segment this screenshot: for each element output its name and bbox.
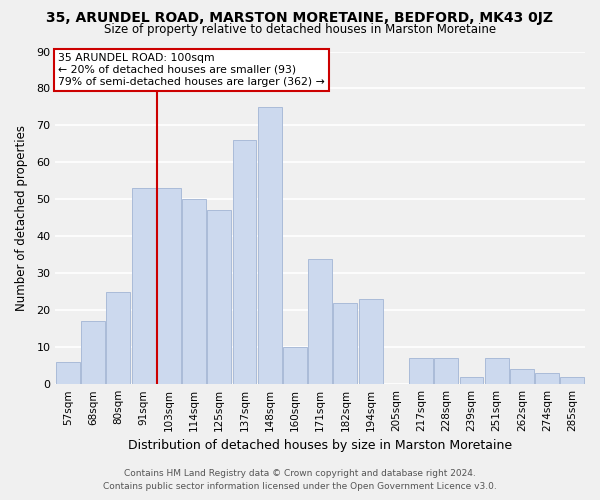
Y-axis label: Number of detached properties: Number of detached properties — [15, 125, 28, 311]
Bar — [81, 322, 105, 384]
Text: Contains HM Land Registry data © Crown copyright and database right 2024.
Contai: Contains HM Land Registry data © Crown c… — [103, 470, 497, 491]
Text: 35, ARUNDEL ROAD, MARSTON MORETAINE, BEDFORD, MK43 0JZ: 35, ARUNDEL ROAD, MARSTON MORETAINE, BED… — [47, 11, 554, 25]
Bar — [207, 210, 231, 384]
Bar — [409, 358, 433, 384]
Bar — [56, 362, 80, 384]
Bar — [535, 373, 559, 384]
Bar — [106, 292, 130, 384]
Text: Size of property relative to detached houses in Marston Moretaine: Size of property relative to detached ho… — [104, 24, 496, 36]
Bar — [308, 258, 332, 384]
Bar — [510, 370, 534, 384]
Bar — [460, 377, 484, 384]
X-axis label: Distribution of detached houses by size in Marston Moretaine: Distribution of detached houses by size … — [128, 440, 512, 452]
Bar — [283, 347, 307, 384]
Bar — [434, 358, 458, 384]
Bar — [131, 188, 155, 384]
Bar — [233, 140, 256, 384]
Bar — [359, 299, 383, 384]
Bar — [334, 303, 358, 384]
Bar — [157, 188, 181, 384]
Bar — [485, 358, 509, 384]
Bar — [560, 377, 584, 384]
Text: 35 ARUNDEL ROAD: 100sqm
← 20% of detached houses are smaller (93)
79% of semi-de: 35 ARUNDEL ROAD: 100sqm ← 20% of detache… — [58, 54, 325, 86]
Bar — [182, 200, 206, 384]
Bar — [258, 107, 281, 384]
